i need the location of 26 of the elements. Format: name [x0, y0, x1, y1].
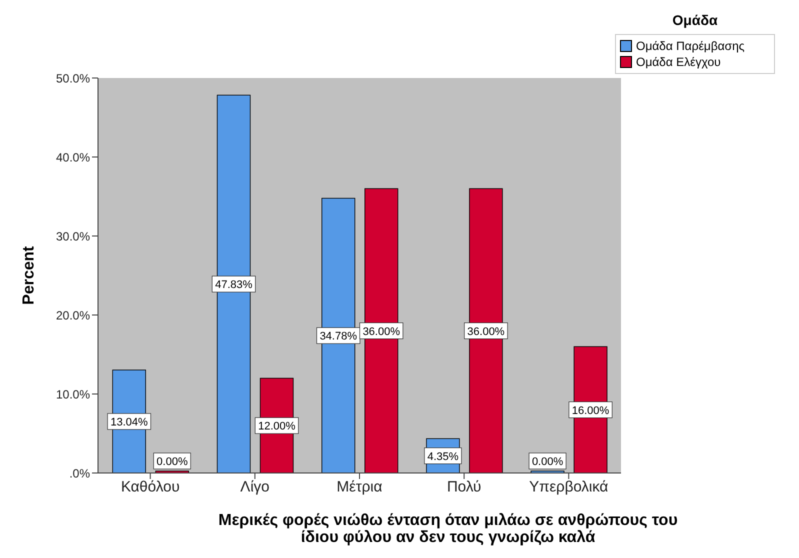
data-label: 0.00% [156, 456, 188, 468]
x-tick-label: Υπερβολικά [529, 478, 609, 496]
y-tick-label: 10.0% [56, 387, 90, 402]
data-label: 47.83% [215, 279, 253, 292]
data-label: 0.00% [532, 456, 564, 468]
data-label: 36.00% [467, 326, 505, 338]
y-axis-title: Percent [20, 245, 38, 305]
y-tick-label: 30.0% [56, 229, 90, 244]
data-label: 12.00% [258, 420, 296, 433]
y-tick-label: 50.0% [56, 71, 90, 86]
legend-label: Ομάδα Παρέμβασης [636, 39, 745, 53]
data-label: 16.00% [572, 404, 610, 417]
legend-label: Ομάδα Ελέγχου [636, 55, 721, 69]
x-tick-label: Λίγο [240, 478, 270, 496]
data-label: 13.04% [110, 416, 148, 428]
x-tick-label: Μέτρια [336, 478, 383, 496]
x-tick-label: Πολύ [446, 478, 482, 496]
x-axis-title: Μερικές φορές νιώθω ένταση όταν μιλάω σε ανθρώπους του ίδιου φύλου αν δεν τους γνωρίζω καλά [217, 512, 679, 546]
data-label: 36.00% [362, 326, 400, 338]
y-tick-label: .0% [69, 466, 90, 480]
y-tick-label: 40.0% [56, 150, 90, 164]
x-tick-label: Καθόλου [120, 478, 180, 496]
data-label: 4.35% [427, 450, 459, 463]
data-label: 34.78% [320, 330, 358, 343]
legend-title: Ομάδα [671, 12, 719, 28]
y-tick-label: 20.0% [56, 308, 90, 322]
